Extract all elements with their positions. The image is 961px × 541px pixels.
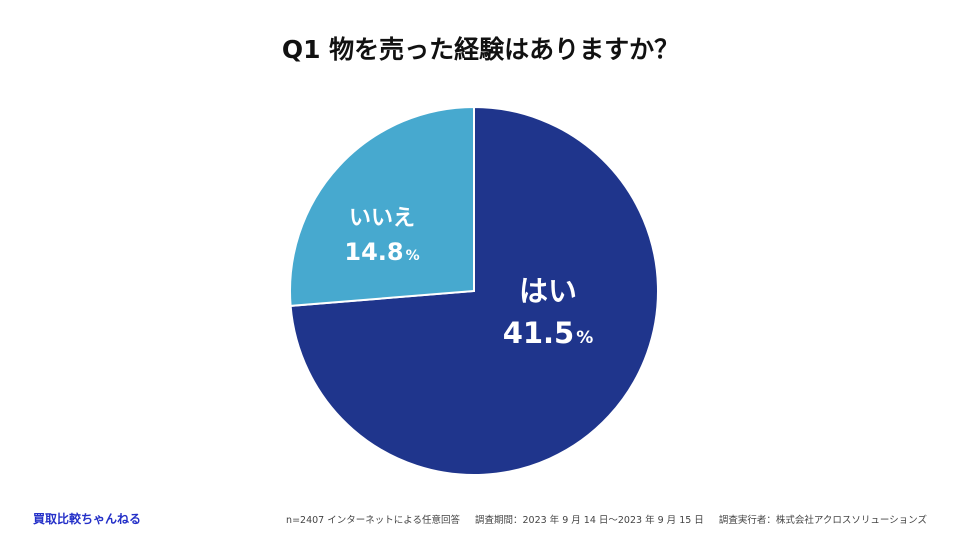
slice-value-1: 41.5% bbox=[503, 316, 594, 350]
slice-unit-1: % bbox=[576, 328, 593, 348]
sample-note: n=2407 インターネットによる任意回答 bbox=[286, 515, 460, 526]
survey-period: 調査期間：2023 年 9 月 14 日〜2023 年 9 月 15 日 bbox=[474, 515, 704, 526]
slice-value-2: 14.8% bbox=[344, 238, 419, 266]
slice-unit-2: % bbox=[406, 248, 420, 264]
slice-label-2: いいえ bbox=[349, 206, 415, 231]
survey-footnote: n=2407 インターネットによる任意回答 調査期間：2023 年 9 月 14… bbox=[274, 512, 927, 526]
survey-publisher: 調査実行者：株式会社アクロスソリューションズ bbox=[718, 515, 927, 526]
brand-logo-text: 買取比較ちゃんねる bbox=[33, 512, 142, 526]
slice-label-1: はい bbox=[519, 274, 577, 308]
pie-slice-2 bbox=[289, 105, 475, 307]
chart-title: Q1 物を売った経験はありますか？ bbox=[281, 35, 680, 64]
